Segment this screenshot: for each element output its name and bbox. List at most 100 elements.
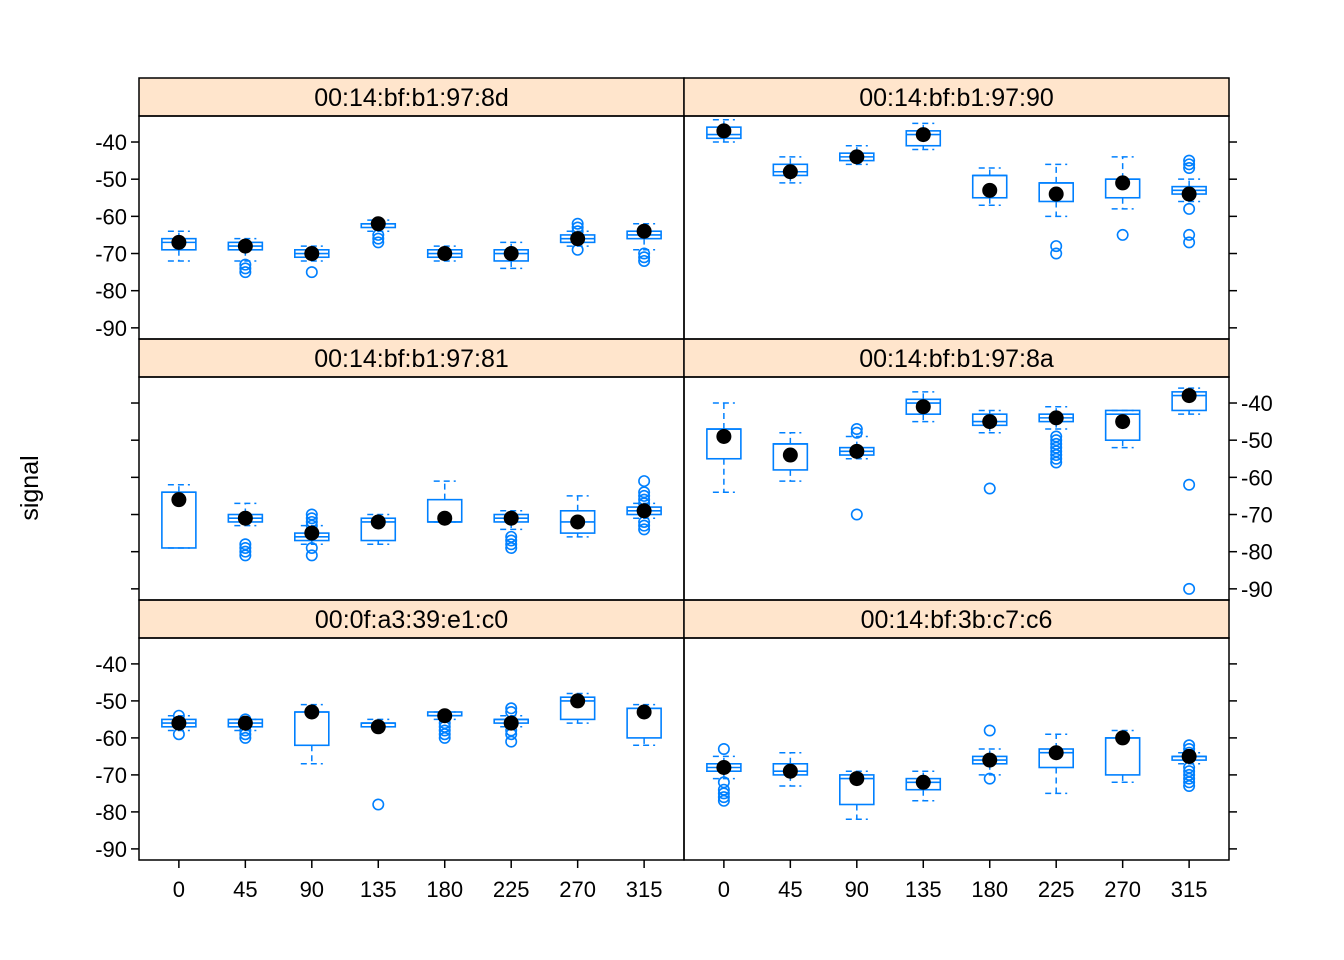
outlier-point xyxy=(1183,154,1196,167)
outlier-point xyxy=(638,254,651,267)
mean-point xyxy=(570,693,586,709)
mean-point xyxy=(716,760,732,775)
mean-point xyxy=(849,149,865,165)
box-45 xyxy=(772,156,809,184)
mean-point xyxy=(636,503,652,519)
y-tick-label: -80 xyxy=(95,279,127,304)
box-315 xyxy=(1171,387,1207,595)
x-tick-label: 180 xyxy=(971,877,1008,902)
mean-point xyxy=(1115,175,1131,191)
y-tick-label: -70 xyxy=(1241,503,1273,528)
box-45 xyxy=(227,502,264,562)
panel-frame xyxy=(138,115,685,340)
panel-title: 00:14:bf:b1:97:81 xyxy=(314,345,509,373)
y-tick-label: -90 xyxy=(95,837,127,862)
mean-point xyxy=(437,708,453,724)
mean-point xyxy=(915,127,931,143)
mean-point xyxy=(1181,748,1197,764)
box-315 xyxy=(626,703,662,747)
outlier-point xyxy=(983,482,996,495)
outlier-point xyxy=(372,232,385,245)
box-135 xyxy=(905,122,942,151)
box-225 xyxy=(493,510,529,554)
outlier-point xyxy=(1050,449,1063,462)
box-315 xyxy=(1171,154,1207,249)
mean-point xyxy=(849,443,865,459)
outlier-point xyxy=(372,798,385,811)
mean-point xyxy=(782,763,798,779)
y-tick-label: -40 xyxy=(95,130,127,155)
y-tick-label: -50 xyxy=(1241,428,1273,453)
x-tick-label: 180 xyxy=(426,877,463,902)
y-tick-label: -80 xyxy=(1241,540,1273,565)
mean-point xyxy=(437,246,453,262)
outlier-point xyxy=(983,772,996,785)
mean-point xyxy=(716,428,732,444)
mean-point xyxy=(171,715,187,731)
panel-strip xyxy=(683,599,1230,639)
x-tick-label: 225 xyxy=(1038,877,1075,902)
outlier-point xyxy=(638,251,651,264)
mean-point xyxy=(304,525,320,541)
box-90 xyxy=(294,508,330,562)
box-225 xyxy=(1038,733,1074,795)
box-180 xyxy=(971,409,1008,495)
box-270 xyxy=(559,495,596,538)
box-315 xyxy=(626,223,662,267)
mean-point xyxy=(370,719,386,735)
outlier-point xyxy=(1050,452,1063,465)
y-axis-label: signal xyxy=(16,455,44,520)
panels-layer: 00:0f:a3:39:e1:c0 -40 -50 -60 -70 -80 -90 00:14… xyxy=(95,77,1273,862)
mean-point xyxy=(570,231,586,247)
outlier-point xyxy=(1050,456,1063,469)
outlier-point xyxy=(505,538,518,551)
x-tick-label: 135 xyxy=(360,877,397,902)
box-225 xyxy=(493,702,529,748)
outlier-point xyxy=(505,735,518,748)
panel-frame xyxy=(138,376,685,601)
outlier-point xyxy=(571,217,584,230)
panel-title: 00:14:bf:b1:97:8a xyxy=(859,345,1054,373)
box-0 xyxy=(706,742,742,807)
box-0 xyxy=(161,230,197,262)
box-270 xyxy=(559,692,596,724)
x-tick-label: 225 xyxy=(493,877,530,902)
mean-point xyxy=(915,399,931,415)
outlier-point xyxy=(1116,228,1129,241)
y-tick-label: -50 xyxy=(95,167,127,192)
box-135 xyxy=(905,391,942,423)
box-135 xyxy=(905,770,942,802)
outlier-point xyxy=(505,534,518,547)
mean-point xyxy=(437,510,453,526)
outlier-point xyxy=(1183,162,1196,175)
outlier-point xyxy=(1183,236,1196,249)
y-tick-label: -60 xyxy=(95,204,127,229)
mean-point xyxy=(982,414,998,430)
outlier-point xyxy=(438,731,451,744)
outlier-point xyxy=(1183,202,1196,215)
box-90 xyxy=(839,144,875,166)
y-tick-label: -90 xyxy=(1241,577,1273,602)
box-315 xyxy=(1171,739,1207,792)
x-tick-label: 0 xyxy=(173,877,185,902)
outlier-point xyxy=(1183,158,1196,171)
mean-point xyxy=(915,774,931,790)
x-tick-label: 45 xyxy=(233,877,257,902)
box-90 xyxy=(839,423,875,521)
panel-title: 00:0f:a3:39:e1:c0 xyxy=(315,606,508,634)
outlier-point xyxy=(438,728,451,741)
x-tick-label: 45 xyxy=(778,877,802,902)
box-0 xyxy=(706,118,742,143)
outlier-point xyxy=(1050,240,1063,253)
mean-point xyxy=(570,514,586,530)
outlier-point xyxy=(717,787,730,800)
outlier-point xyxy=(717,742,730,755)
box-135 xyxy=(360,216,397,249)
panel-title: 00:14:bf:b1:97:8d xyxy=(314,84,509,112)
panel-frame xyxy=(683,637,1230,861)
mean-point xyxy=(503,510,519,526)
x-tick-label: 135 xyxy=(905,877,942,902)
box-180 xyxy=(426,708,463,744)
box-270 xyxy=(1104,729,1141,784)
panel-4: 00:14:bf:b1:97:8a -40 -50 -60 -70 -80 -90 xyxy=(683,338,1273,602)
